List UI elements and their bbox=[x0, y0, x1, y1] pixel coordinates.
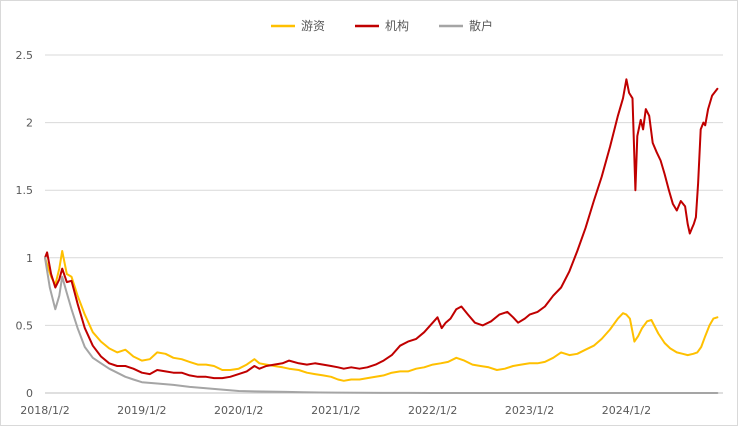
y-tick-label: 2.5 bbox=[16, 49, 34, 62]
series-line-1 bbox=[44, 78, 719, 380]
y-axis-ticks: 0 0.5 1 1.5 2 2.5 bbox=[16, 49, 34, 400]
series-line-2 bbox=[44, 256, 719, 394]
series-lines bbox=[44, 78, 719, 394]
x-tick-label: 2024/1/2 bbox=[602, 404, 651, 417]
y-tick-label: 0 bbox=[26, 387, 33, 400]
x-axis-ticks: 2018/1/2 2019/1/2 2020/1/2 2021/1/2 2022/1/2… bbox=[20, 404, 651, 417]
y-tick-label: 0.5 bbox=[16, 319, 34, 332]
x-tick-label: 2022/1/2 bbox=[408, 404, 457, 417]
x-tick-label: 2023/1/2 bbox=[505, 404, 554, 417]
y-tick-label: 1.5 bbox=[16, 184, 34, 197]
y-tick-label: 1 bbox=[26, 252, 33, 265]
legend-label: 游资 bbox=[301, 19, 325, 33]
x-tick-label: 2020/1/2 bbox=[214, 404, 263, 417]
gridlines bbox=[45, 54, 723, 326]
series-line-0 bbox=[44, 250, 719, 382]
x-tick-label: 2018/1/2 bbox=[20, 404, 69, 417]
x-tick-label: 2019/1/2 bbox=[117, 404, 166, 417]
legend-label: 散户 bbox=[469, 18, 493, 33]
y-tick-label: 2 bbox=[26, 117, 33, 130]
legend-label: 机构 bbox=[385, 18, 409, 33]
x-tick-label: 2021/1/2 bbox=[311, 404, 360, 417]
legend: 游资 机构 散户 bbox=[271, 18, 493, 33]
